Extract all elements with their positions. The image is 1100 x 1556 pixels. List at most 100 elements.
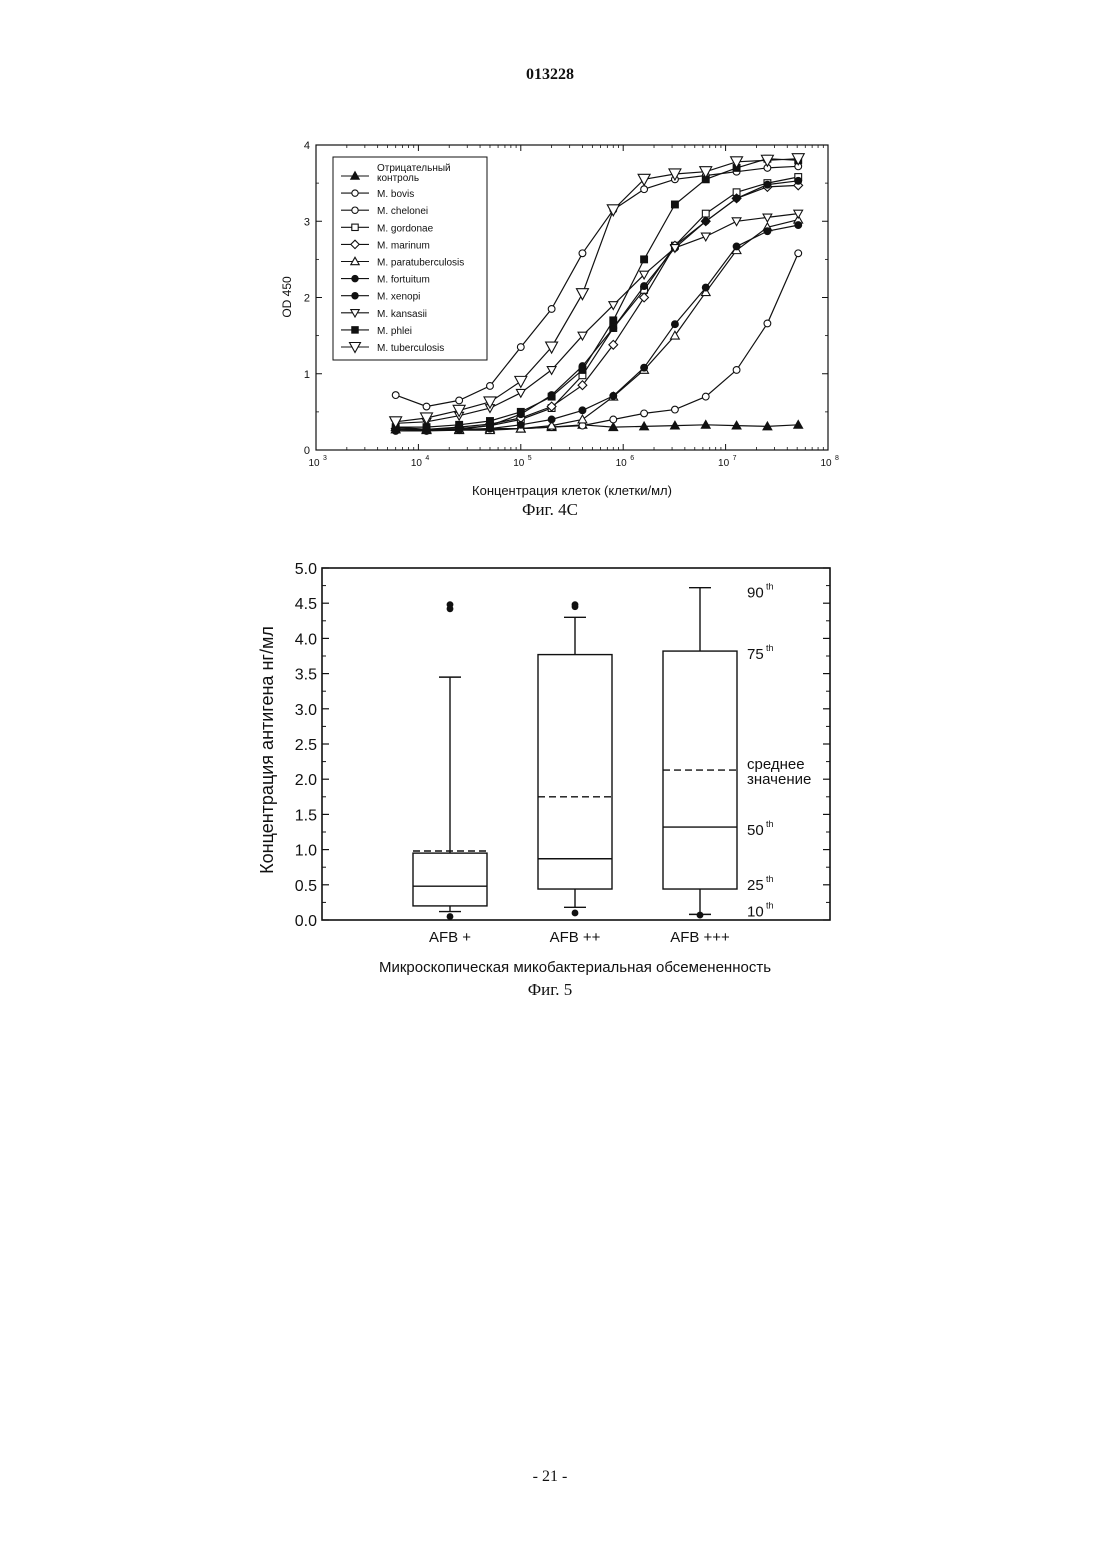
fig4c-x-tick-exponent: 4 — [425, 455, 429, 462]
fig5-percentile-label: 25 — [747, 877, 764, 894]
fig4c-data-point — [487, 418, 494, 425]
fig5-axes — [322, 568, 830, 920]
fig4c-data-point — [794, 420, 803, 428]
fig5-y-tick-label: 4.0 — [295, 631, 317, 648]
fig5-outlier-point — [447, 601, 454, 608]
fig4c-data-point — [641, 256, 648, 263]
fig4c-data-point — [548, 306, 555, 313]
fig5-y-tick-label: 1.0 — [295, 843, 317, 860]
fig4c-legend-label: M. gordonae — [377, 223, 434, 234]
fig4c-data-point — [423, 403, 430, 410]
fig5-y-tick-label: 5.0 — [295, 561, 317, 578]
fig5-outlier-point — [447, 605, 454, 612]
fig4c-data-point — [764, 228, 771, 235]
fig4c-data-point — [671, 331, 680, 339]
fig4c-data-point — [702, 393, 709, 400]
fig5-percentile-label: 50 — [747, 822, 764, 839]
fig4c-data-point — [610, 416, 617, 423]
fig4c-legend-label: M. tuberculosis — [377, 343, 444, 354]
fig4c-data-point — [732, 218, 741, 226]
fig5-mean-label: значение — [747, 771, 811, 788]
fig4c-data-point — [548, 416, 555, 423]
fig4c-legend-label: M. marinum — [377, 240, 430, 251]
fig4c-data-point — [641, 283, 648, 290]
fig4c-data-point — [641, 364, 648, 371]
fig4c-legend-swatch-marker — [352, 327, 358, 333]
fig4c-legend-label: M. paratuberculosis — [377, 258, 464, 269]
fig4c-data-point — [733, 243, 740, 250]
fig4c-data-point — [795, 250, 802, 257]
fig5-percentile-label: 75 — [747, 646, 764, 663]
fig4c-x-tick-label: 10 — [411, 458, 423, 469]
fig5-caption: Фиг. 5 — [0, 980, 1100, 1000]
fig4c-legend-label: M. chelonei — [377, 206, 428, 217]
fig4c-data-point — [392, 392, 399, 399]
fig5-annotations: 90th75th50th25th10thсреднеезначение — [747, 582, 811, 921]
fig5-outlier-point — [572, 603, 579, 610]
fig4c-data-point — [702, 284, 709, 291]
fig4c-data-point — [456, 421, 463, 428]
fig4c-data-point — [517, 408, 524, 415]
fig5-y-tick-label: 2.0 — [295, 772, 317, 789]
fig4c-y-tick-label: 4 — [304, 140, 310, 152]
fig4c-x-tick-label: 10 — [616, 458, 628, 469]
fig5-boxes: AFB +AFB ++AFB +++ — [413, 588, 737, 946]
fig4c-data-point — [487, 425, 494, 432]
fig4c-x-tick-label: 10 — [308, 458, 320, 469]
fig4c-data-point — [516, 389, 525, 397]
fig4c-data-point — [701, 233, 710, 241]
fig5-category-label: AFB +++ — [670, 929, 730, 946]
fig5-box-2: AFB +++ — [663, 588, 737, 946]
fig4c-data-point — [641, 410, 648, 417]
fig4c-data-point — [733, 367, 740, 374]
fig4c-y-tick-label: 3 — [304, 216, 310, 228]
fig5-percentile-label-sup: th — [766, 900, 774, 910]
fig5-outlier-point — [697, 912, 704, 919]
fig4c-legend-label-line: контроль — [377, 173, 419, 184]
fig4c-legend-swatch-marker — [352, 293, 358, 299]
fig5-iqr-box — [413, 853, 487, 906]
fig5-y-tick-label: 0.0 — [295, 913, 317, 930]
fig4c-caption: Фиг. 4C — [0, 500, 1100, 520]
fig4c-legend: ОтрицательныйконтрольM. bovisM. chelonei… — [333, 157, 487, 360]
fig4c-data-point — [390, 417, 402, 428]
fig4c-y-tick-label: 1 — [304, 369, 310, 381]
fig5-plot-frame — [322, 568, 830, 920]
fig4c-data-point — [609, 340, 618, 349]
fig4c-data-point — [578, 415, 587, 423]
fig4c-data-point — [610, 317, 617, 324]
fig5-percentile-label: 90 — [747, 585, 764, 602]
fig4c-y-tick-label: 2 — [304, 293, 310, 305]
fig4c-x-axis-label: Концентрация клеток (клетки/мл) — [472, 483, 672, 498]
fig5-percentile-label-sup: th — [766, 643, 774, 653]
fig5-percentile-label: 10 — [747, 903, 764, 920]
fig4c-x-tick-exponent: 7 — [733, 455, 737, 462]
fig4c-x-tick-label: 10 — [820, 458, 832, 469]
fig5-outlier-point — [447, 913, 454, 920]
fig4c-legend-swatch-marker — [352, 275, 358, 281]
fig5-percentile-label-sup: th — [766, 874, 774, 884]
fig4c-data-point — [548, 393, 555, 400]
fig4c-legend-label: M. bovis — [377, 189, 414, 200]
fig4c-data-point — [517, 421, 524, 428]
fig4c-x-tick-exponent: 8 — [835, 455, 839, 462]
fig4c-x-tick-label: 10 — [718, 458, 730, 469]
fig4c-legend-label: M. phlei — [377, 326, 412, 337]
fig4c-y-axis-label: OD 450 — [280, 276, 294, 318]
fig5-outlier-point — [572, 601, 579, 608]
fig4c-legend-swatch-marker — [352, 190, 358, 196]
fig4c-data-point — [579, 250, 586, 257]
fig4c-legend-label: M. fortuitum — [377, 275, 430, 286]
page-number: - 21 - — [0, 1468, 1100, 1486]
fig4c-data-point — [702, 218, 709, 225]
fig4c-data-point — [607, 205, 619, 216]
fig4c-data-point — [672, 406, 679, 413]
fig5-mean-label: среднее — [747, 756, 805, 773]
fig4c-data-point — [795, 177, 802, 184]
fig4c-data-point — [515, 376, 527, 387]
fig4c-data-point — [610, 325, 617, 332]
fig5-box-0: AFB + — [413, 601, 487, 946]
fig4c-legend-swatch-marker — [352, 207, 358, 213]
fig5-y-axis-label: Концентрация антигена нг/мл — [257, 626, 277, 874]
fig4c-data-point — [517, 344, 524, 351]
